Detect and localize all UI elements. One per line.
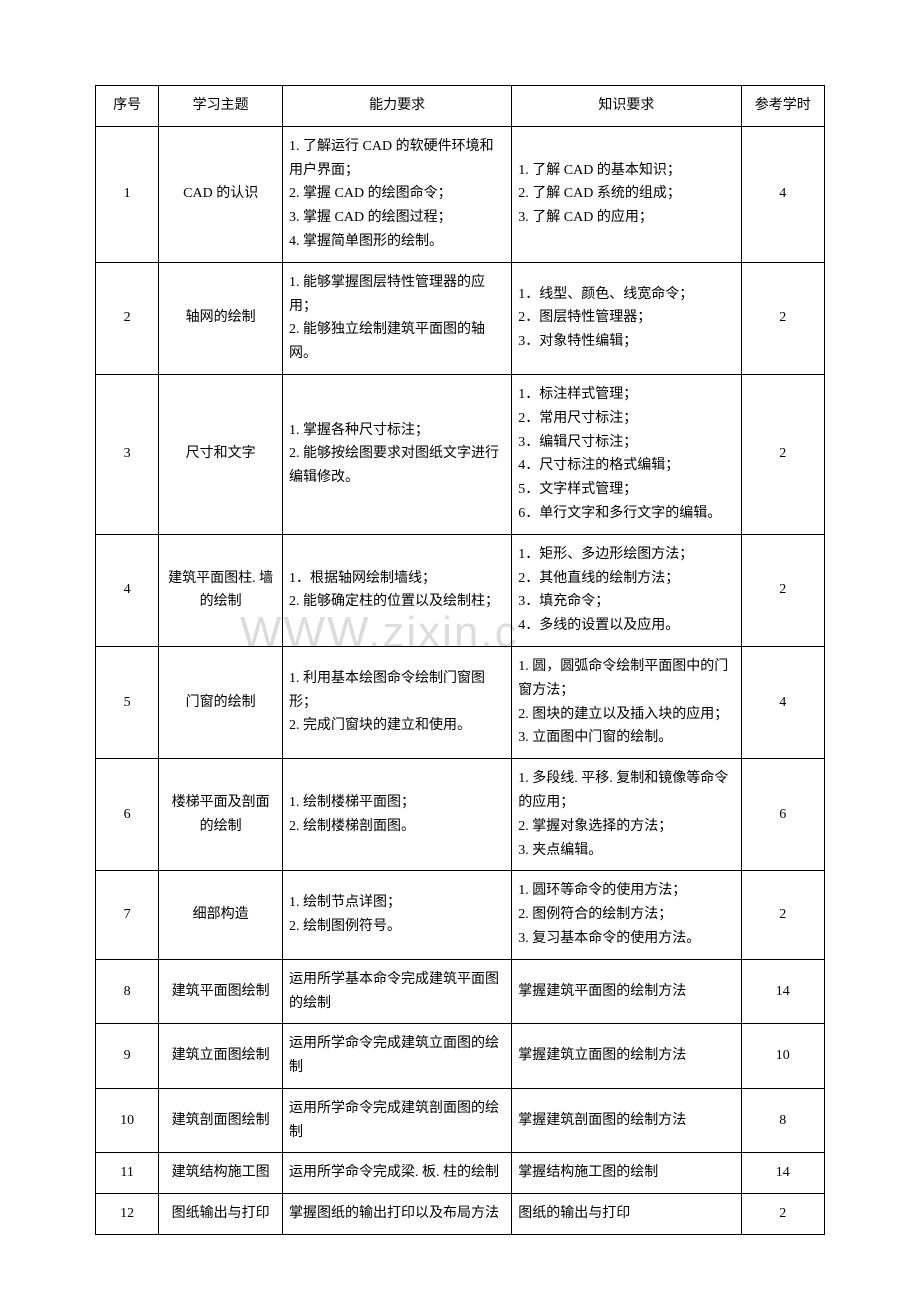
cell-hours: 2 bbox=[741, 534, 824, 646]
cell-knowledge: 1. 圆环等命令的使用方法； 2. 图例符合的绘制方法； 3. 复习基本命令的使… bbox=[512, 871, 741, 959]
cell-hours: 2 bbox=[741, 374, 824, 534]
cell-topic: 建筑平面图绘制 bbox=[159, 959, 283, 1024]
cell-ability: 1. 绘制楼梯平面图； 2. 绘制楼梯剖面图。 bbox=[283, 759, 512, 871]
table-row: 3尺寸和文字1. 掌握各种尺寸标注； 2. 能够按绘图要求对图纸文字进行编辑修改… bbox=[96, 374, 825, 534]
cell-topic: 图纸输出与打印 bbox=[159, 1194, 283, 1235]
table-row: 9建筑立面图绘制运用所学命令完成建筑立面图的绘制掌握建筑立面图的绘制方法10 bbox=[96, 1024, 825, 1089]
cell-hours: 2 bbox=[741, 262, 824, 374]
cell-topic: 尺寸和文字 bbox=[159, 374, 283, 534]
table-row: 2轴网的绘制1. 能够掌握图层特性管理器的应用； 2. 能够独立绘制建筑平面图的… bbox=[96, 262, 825, 374]
cell-ability: 1．根据轴网绘制墙线； 2. 能够确定柱的位置以及绘制柱； bbox=[283, 534, 512, 646]
cell-num: 1 bbox=[96, 126, 159, 262]
table-body: 1CAD 的认识1. 了解运行 CAD 的软硬件环境和用户界面； 2. 掌握 C… bbox=[96, 126, 825, 1234]
cell-hours: 4 bbox=[741, 126, 824, 262]
cell-ability: 1. 能够掌握图层特性管理器的应用； 2. 能够独立绘制建筑平面图的轴网。 bbox=[283, 262, 512, 374]
cell-num: 8 bbox=[96, 959, 159, 1024]
cell-topic: CAD 的认识 bbox=[159, 126, 283, 262]
cell-ability: 1. 利用基本绘图命令绘制门窗图形； 2. 完成门窗块的建立和使用。 bbox=[283, 646, 512, 758]
cell-ability: 运用所学基本命令完成建筑平面图的绘制 bbox=[283, 959, 512, 1024]
cell-knowledge: 1. 圆，圆弧命令绘制平面图中的门窗方法； 2. 图块的建立以及插入块的应用； … bbox=[512, 646, 741, 758]
cell-topic: 建筑结构施工图 bbox=[159, 1153, 283, 1194]
cell-num: 4 bbox=[96, 534, 159, 646]
header-hours: 参考学时 bbox=[741, 86, 824, 127]
cell-num: 6 bbox=[96, 759, 159, 871]
cell-num: 10 bbox=[96, 1088, 159, 1153]
cell-topic: 轴网的绘制 bbox=[159, 262, 283, 374]
cell-topic: 建筑剖面图绘制 bbox=[159, 1088, 283, 1153]
cell-topic: 建筑平面图柱. 墙的绘制 bbox=[159, 534, 283, 646]
table-row: 7细部构造1. 绘制节点详图； 2. 绘制图例符号。1. 圆环等命令的使用方法；… bbox=[96, 871, 825, 959]
cell-hours: 8 bbox=[741, 1088, 824, 1153]
cell-knowledge: 1．矩形、多边形绘图方法； 2．其他直线的绘制方法； 3．填充命令； 4．多线的… bbox=[512, 534, 741, 646]
cell-ability: 运用所学命令完成梁. 板. 柱的绘制 bbox=[283, 1153, 512, 1194]
cell-ability: 1. 了解运行 CAD 的软硬件环境和用户界面； 2. 掌握 CAD 的绘图命令… bbox=[283, 126, 512, 262]
header-ability: 能力要求 bbox=[283, 86, 512, 127]
cell-knowledge: 掌握建筑立面图的绘制方法 bbox=[512, 1024, 741, 1089]
table-row: 5门窗的绘制1. 利用基本绘图命令绘制门窗图形； 2. 完成门窗块的建立和使用。… bbox=[96, 646, 825, 758]
cell-num: 3 bbox=[96, 374, 159, 534]
cell-hours: 10 bbox=[741, 1024, 824, 1089]
table-row: 6楼梯平面及剖面的绘制1. 绘制楼梯平面图； 2. 绘制楼梯剖面图。1. 多段线… bbox=[96, 759, 825, 871]
table-row: 12图纸输出与打印掌握图纸的输出打印以及布局方法图纸的输出与打印2 bbox=[96, 1194, 825, 1235]
cell-knowledge: 1．标注样式管理； 2．常用尺寸标注； 3．编辑尺寸标注； 4．尺寸标注的格式编… bbox=[512, 374, 741, 534]
table-row: 8建筑平面图绘制运用所学基本命令完成建筑平面图的绘制掌握建筑平面图的绘制方法14 bbox=[96, 959, 825, 1024]
cell-ability: 1. 绘制节点详图； 2. 绘制图例符号。 bbox=[283, 871, 512, 959]
cell-topic: 细部构造 bbox=[159, 871, 283, 959]
cell-ability: 运用所学命令完成建筑立面图的绘制 bbox=[283, 1024, 512, 1089]
cell-num: 5 bbox=[96, 646, 159, 758]
cell-topic: 门窗的绘制 bbox=[159, 646, 283, 758]
cell-knowledge: 图纸的输出与打印 bbox=[512, 1194, 741, 1235]
page: WWW.zixin.c 序号 学习主题 能力要求 知识要求 参考学时 1CAD … bbox=[0, 0, 920, 1295]
cell-ability: 1. 掌握各种尺寸标注； 2. 能够按绘图要求对图纸文字进行编辑修改。 bbox=[283, 374, 512, 534]
cell-hours: 4 bbox=[741, 646, 824, 758]
cell-num: 2 bbox=[96, 262, 159, 374]
cell-hours: 2 bbox=[741, 871, 824, 959]
header-num: 序号 bbox=[96, 86, 159, 127]
cell-knowledge: 1. 多段线. 平移. 复制和镜像等命令的应用； 2. 掌握对象选择的方法； 3… bbox=[512, 759, 741, 871]
table-row: 1CAD 的认识1. 了解运行 CAD 的软硬件环境和用户界面； 2. 掌握 C… bbox=[96, 126, 825, 262]
table-header-row: 序号 学习主题 能力要求 知识要求 参考学时 bbox=[96, 86, 825, 127]
table-row: 10建筑剖面图绘制运用所学命令完成建筑剖面图的绘制掌握建筑剖面图的绘制方法8 bbox=[96, 1088, 825, 1153]
cell-knowledge: 1．线型、颜色、线宽命令； 2．图层特性管理器； 3．对象特性编辑； bbox=[512, 262, 741, 374]
cell-knowledge: 掌握建筑平面图的绘制方法 bbox=[512, 959, 741, 1024]
header-knowledge: 知识要求 bbox=[512, 86, 741, 127]
cell-topic: 楼梯平面及剖面的绘制 bbox=[159, 759, 283, 871]
table-row: 4建筑平面图柱. 墙的绘制1．根据轴网绘制墙线； 2. 能够确定柱的位置以及绘制… bbox=[96, 534, 825, 646]
cell-hours: 14 bbox=[741, 959, 824, 1024]
cell-num: 11 bbox=[96, 1153, 159, 1194]
cell-topic: 建筑立面图绘制 bbox=[159, 1024, 283, 1089]
cell-num: 9 bbox=[96, 1024, 159, 1089]
table-row: 11建筑结构施工图运用所学命令完成梁. 板. 柱的绘制掌握结构施工图的绘制14 bbox=[96, 1153, 825, 1194]
cell-knowledge: 掌握建筑剖面图的绘制方法 bbox=[512, 1088, 741, 1153]
cell-ability: 掌握图纸的输出打印以及布局方法 bbox=[283, 1194, 512, 1235]
cell-num: 12 bbox=[96, 1194, 159, 1235]
curriculum-table: 序号 学习主题 能力要求 知识要求 参考学时 1CAD 的认识1. 了解运行 C… bbox=[95, 85, 825, 1235]
cell-ability: 运用所学命令完成建筑剖面图的绘制 bbox=[283, 1088, 512, 1153]
cell-hours: 6 bbox=[741, 759, 824, 871]
cell-hours: 14 bbox=[741, 1153, 824, 1194]
header-topic: 学习主题 bbox=[159, 86, 283, 127]
cell-hours: 2 bbox=[741, 1194, 824, 1235]
cell-knowledge: 掌握结构施工图的绘制 bbox=[512, 1153, 741, 1194]
cell-num: 7 bbox=[96, 871, 159, 959]
cell-knowledge: 1. 了解 CAD 的基本知识； 2. 了解 CAD 系统的组成； 3. 了解 … bbox=[512, 126, 741, 262]
